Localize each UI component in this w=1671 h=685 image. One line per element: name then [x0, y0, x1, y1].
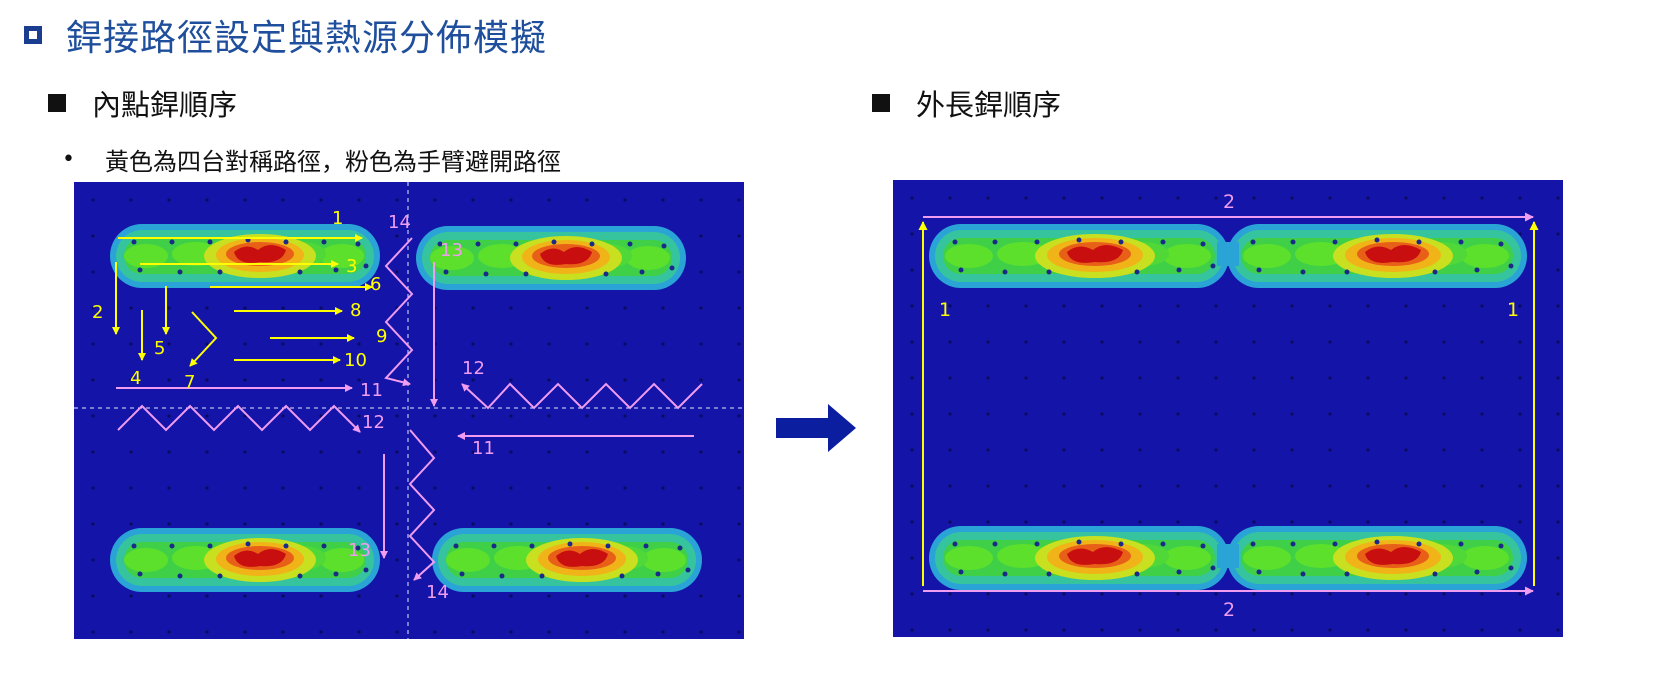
yellow-label-1-right: 1 [1507, 299, 1519, 321]
pink-label-12-right: 12 [462, 358, 485, 379]
yellow-label-10: 10 [344, 350, 367, 371]
path-note: 黃色為四台對稱路徑，粉色為手臂避開路徑 [104, 148, 561, 176]
dot-bullet-icon: • [62, 147, 75, 172]
yellow-label-1-left: 1 [939, 299, 951, 321]
right-heading: 外長銲順序 [916, 88, 1062, 122]
yellow-label-4: 4 [130, 368, 141, 389]
pink-label-13-top: 13 [440, 240, 463, 261]
pink-label-14-top: 14 [388, 212, 411, 233]
path-note-row: • 黃色為四台對稱路徑，粉色為手臂避開路徑 [62, 142, 561, 177]
slide-title-row: 銲接路徑設定與熱源分佈模擬 [24, 8, 547, 62]
heat-zone-bottom-right [432, 528, 702, 592]
heat-zone-bottom-left [110, 528, 380, 592]
yellow-label-1: 1 [332, 208, 343, 229]
heat-zone-top-right [1227, 224, 1527, 288]
square-bullet-icon [872, 94, 890, 112]
pink-label-11-right: 11 [472, 438, 495, 459]
yellow-label-7: 7 [184, 372, 195, 393]
yellow-label-5: 5 [154, 338, 165, 359]
outer-long-weld-diagram: 2 2 1 1 [893, 180, 1563, 637]
heat-zone-bottom-right [1227, 526, 1527, 590]
pink-label-12-left: 12 [362, 412, 385, 433]
left-heading-row: 內點銲順序 [48, 82, 237, 124]
inner-spot-weld-diagram: 1 2 3 4 5 6 7 8 9 10 11 12 14 13 12 11 1… [74, 182, 744, 639]
pink-label-13-bottom: 13 [348, 540, 371, 561]
pink-label-11-left: 11 [360, 380, 383, 401]
heat-zone-top-left [110, 224, 380, 288]
yellow-label-2: 2 [92, 302, 103, 323]
yellow-label-3: 3 [346, 256, 357, 277]
yellow-label-6: 6 [370, 274, 381, 295]
slide-title: 銲接路徑設定與熱源分佈模擬 [66, 18, 548, 59]
yellow-symmetric-paths [112, 234, 373, 367]
yellow-label-9: 9 [376, 326, 387, 347]
right-arrow-icon [776, 404, 856, 452]
pink-label-2-top: 2 [1223, 191, 1235, 213]
square-bullet-icon [48, 94, 66, 112]
yellow-label-8: 8 [350, 300, 361, 321]
title-square-icon [24, 26, 42, 44]
heat-zone-bottom-left [929, 526, 1229, 590]
pink-label-14-bottom: 14 [426, 582, 449, 603]
right-heading-row: 外長銲順序 [872, 82, 1061, 124]
pink-avoidance-paths [116, 237, 703, 581]
heat-zone-top-left [929, 224, 1229, 288]
left-heading: 內點銲順序 [92, 88, 238, 122]
pink-label-2-bottom: 2 [1223, 599, 1235, 621]
